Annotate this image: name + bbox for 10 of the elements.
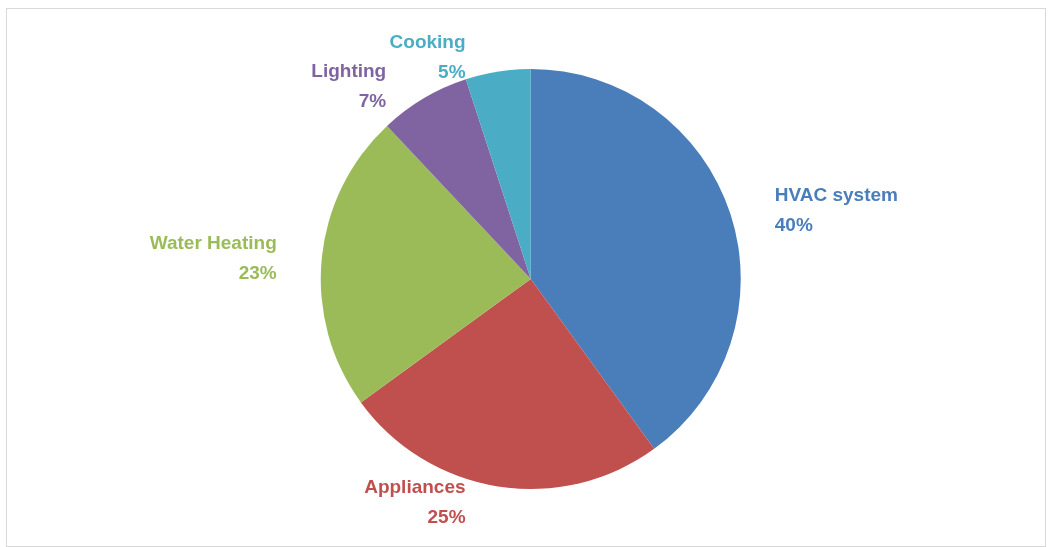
slice-label: Water Heating (149, 232, 277, 254)
slice-label: Appliances (364, 475, 466, 497)
slice-label: Cooking (389, 31, 466, 53)
data-label: 5% (438, 61, 466, 83)
slice-label: Lighting (311, 59, 387, 81)
data-label: 40% (774, 213, 813, 235)
data-label: 23% (238, 262, 277, 284)
data-label: 7% (358, 89, 387, 111)
data-label: 25% (427, 505, 466, 527)
slice-label: HVAC system (774, 183, 898, 205)
